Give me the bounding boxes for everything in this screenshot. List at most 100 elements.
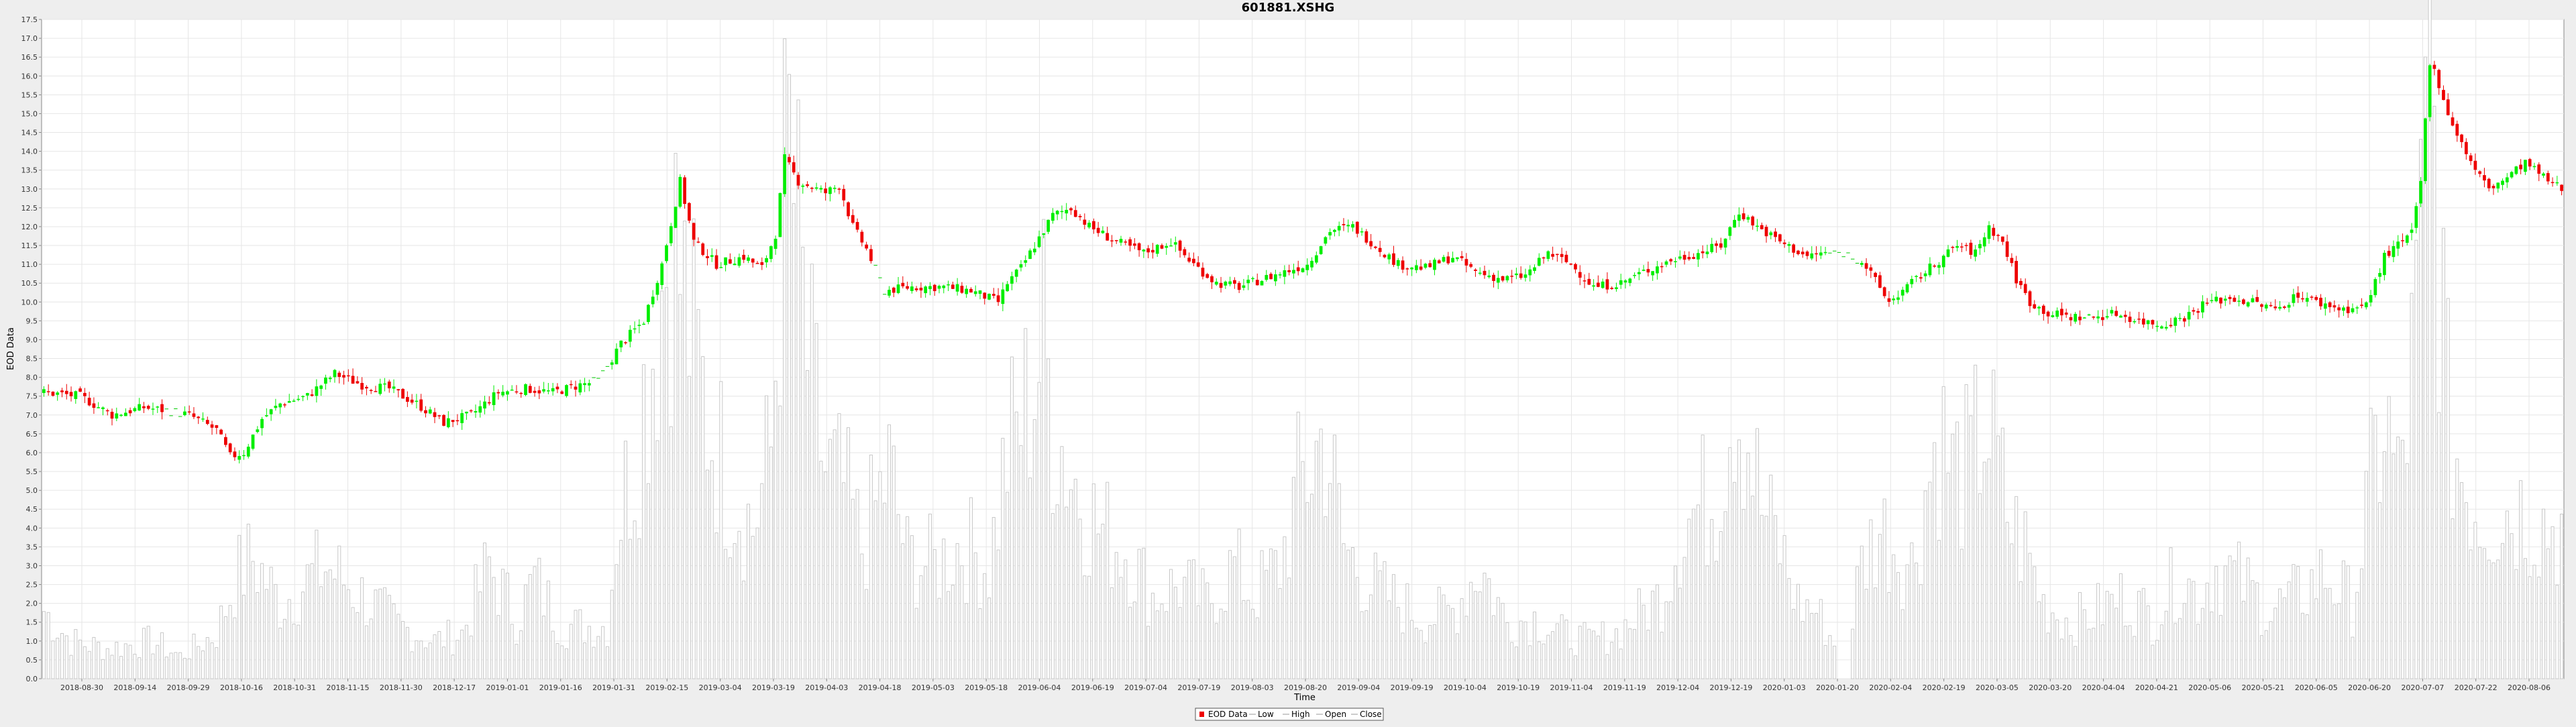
volume-bar: [1232, 556, 1236, 679]
volume-bar: [678, 294, 682, 679]
candle-body: [138, 404, 142, 411]
volume-bar: [2296, 566, 2300, 679]
candle-body: [1101, 230, 1105, 233]
candle-body: [1682, 255, 1686, 260]
candle-body: [755, 262, 759, 264]
volume-bar: [1651, 590, 1655, 679]
volume-bar: [2251, 580, 2255, 679]
candle-body: [1528, 269, 1532, 276]
candle-body: [651, 296, 655, 304]
candle-body: [796, 174, 800, 186]
volume-bar: [1269, 548, 1273, 679]
volume-bar: [1774, 515, 1778, 679]
volume-bar: [1310, 494, 1314, 679]
volume-bar: [2051, 612, 2055, 679]
candle-body: [274, 406, 278, 408]
candle-body: [932, 284, 936, 292]
volume-bar: [842, 482, 846, 679]
candle-body: [2078, 317, 2082, 321]
volume-bar: [1265, 569, 1269, 679]
candle-body: [383, 383, 386, 385]
candle-body: [1110, 240, 1114, 241]
volume-bar: [1119, 577, 1123, 679]
volume-bar: [1291, 477, 1295, 679]
candle-body: [1042, 233, 1046, 235]
volume-bar: [1710, 518, 1714, 679]
candle-body: [1778, 234, 1782, 241]
candle-body: [1378, 247, 1382, 252]
y-tick-label: 17.5: [21, 15, 38, 24]
candle-body: [1205, 274, 1210, 278]
volume-bar: [1260, 550, 1264, 679]
volume-bar: [2005, 522, 2009, 679]
volume-bar: [1951, 433, 1955, 679]
volume-bar: [1137, 549, 1141, 679]
candle-body: [101, 407, 105, 410]
volume-bar: [855, 489, 859, 679]
candle-body: [1860, 263, 1864, 265]
candle-body: [2282, 306, 2286, 309]
candle-body: [2033, 304, 2037, 309]
volume-bar: [2337, 603, 2341, 679]
volume-bar: [1833, 645, 1837, 679]
candle-body: [524, 384, 527, 395]
candle-body: [533, 390, 537, 393]
volume-bar: [69, 655, 73, 679]
volume-bar: [1555, 623, 1559, 679]
volume-bar: [110, 655, 114, 679]
candle-body: [1805, 251, 1809, 256]
volume-bar: [1051, 513, 1055, 679]
candle-body: [233, 451, 237, 457]
candle-body: [1646, 269, 1650, 273]
candle-body: [297, 398, 301, 400]
x-tick-label: 2019-01-31: [592, 683, 635, 692]
candle-body: [119, 414, 123, 416]
volume-bar: [2182, 603, 2186, 679]
volume-bar: [978, 608, 982, 679]
x-tick-label: 2019-04-18: [859, 683, 902, 692]
candle-body: [547, 390, 550, 392]
volume-bar: [987, 597, 991, 679]
x-tick-label: 2019-10-19: [1497, 683, 1540, 692]
candle-body: [837, 188, 841, 190]
candle-body: [792, 162, 796, 173]
volume-bar: [1124, 559, 1128, 679]
x-tick-label: 2020-05-21: [2242, 683, 2285, 692]
volume-bar: [1101, 523, 1105, 679]
volume-bar: [2537, 576, 2541, 679]
x-tick-label: 2018-11-15: [327, 683, 370, 692]
candle-body: [410, 399, 414, 403]
volume-bar: [451, 655, 455, 679]
volume-bar: [2146, 605, 2150, 679]
candle-body: [1360, 231, 1364, 233]
candle-body: [542, 389, 545, 392]
candle-body: [2228, 296, 2232, 299]
volume-bar: [551, 630, 555, 679]
volume-bar: [1701, 435, 1705, 679]
y-tick-label: 14.0: [21, 148, 38, 156]
candle-body: [2210, 300, 2214, 301]
volume-bar: [169, 653, 173, 679]
candle-body: [692, 223, 696, 240]
volume-bar: [669, 426, 673, 679]
candle-body: [1014, 269, 1018, 277]
candle-body: [610, 362, 614, 365]
candle-body: [1242, 285, 1246, 288]
volume-bar: [1442, 594, 1446, 679]
candle-body: [2260, 304, 2263, 307]
volume-bar: [528, 574, 532, 679]
candle-body: [769, 246, 773, 260]
candle-body: [78, 388, 82, 392]
volume-bar: [919, 575, 923, 679]
volume-bar: [1796, 583, 1800, 679]
volume-bar: [1146, 626, 1150, 679]
candle-body: [2555, 182, 2559, 184]
volume-bar: [146, 626, 150, 679]
candle-body: [688, 203, 691, 221]
volume-bar: [733, 543, 737, 679]
volume-bar: [910, 535, 914, 679]
x-tick-label: 2019-01-01: [486, 683, 529, 692]
candle-body: [1492, 274, 1495, 281]
candle-body: [1442, 257, 1446, 262]
candle-body: [1628, 278, 1632, 283]
